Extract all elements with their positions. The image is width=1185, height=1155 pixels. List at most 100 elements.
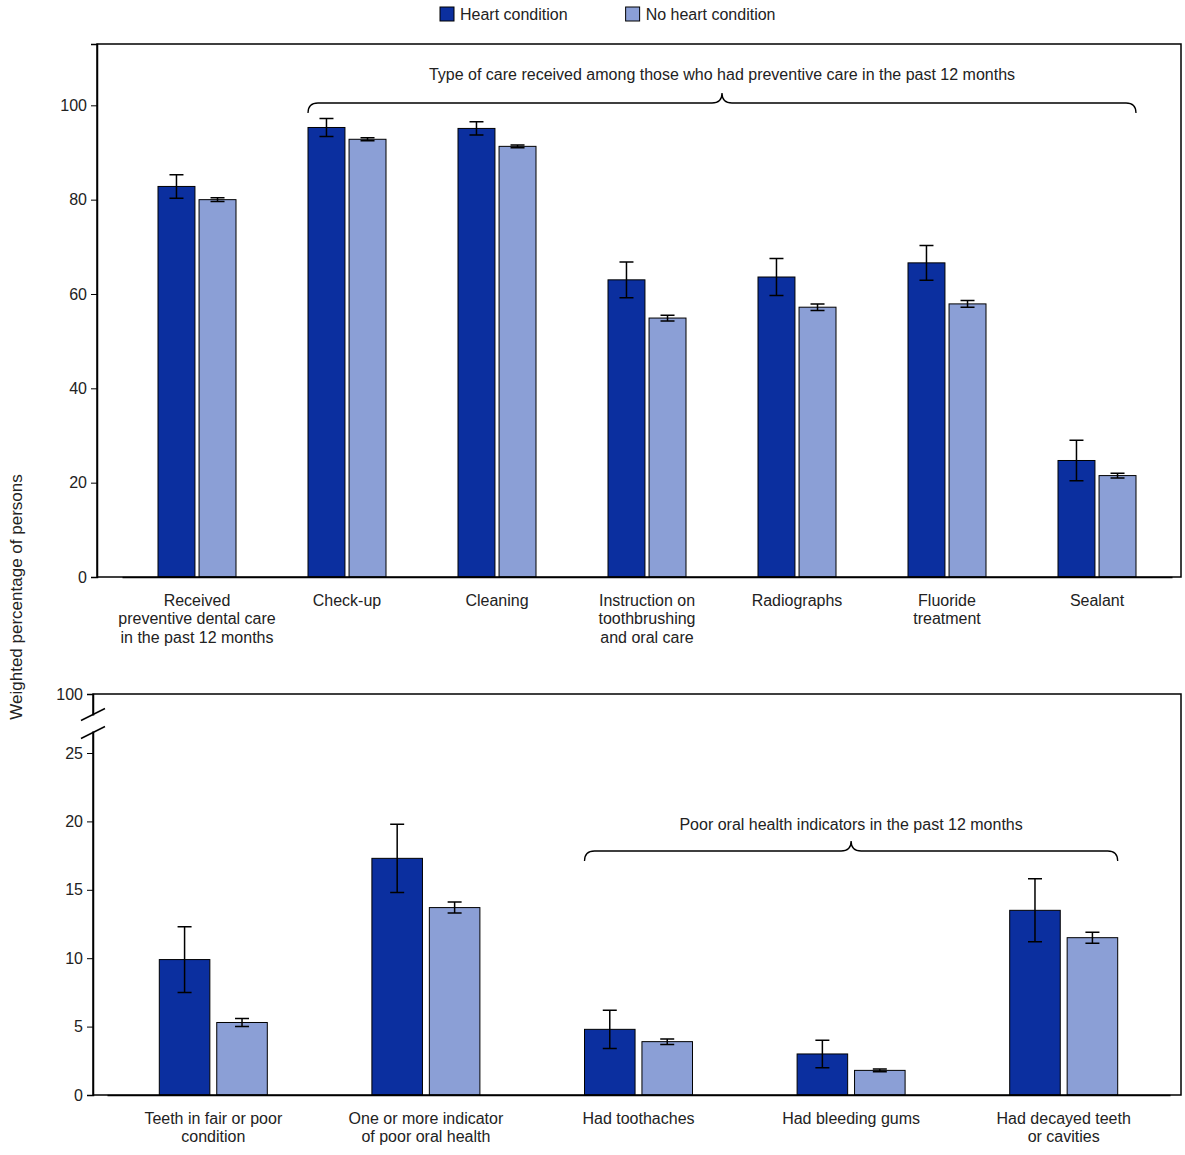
error-bar	[319, 119, 333, 137]
bar	[855, 1070, 906, 1095]
bar	[608, 280, 645, 577]
y-tick-label: 10	[65, 950, 83, 967]
y-tick-mark	[87, 890, 93, 891]
y-tick-label: 0	[74, 1087, 83, 1104]
y-tick-label: 15	[65, 881, 83, 898]
bar	[458, 128, 495, 577]
y-tick-label: 0	[78, 569, 87, 586]
y-tick: 20	[65, 813, 93, 830]
x-tick: Had toothaches	[582, 1095, 694, 1127]
error-bar	[1111, 473, 1125, 478]
x-tick: Radiographs	[752, 577, 843, 609]
x-tick-label: One or more indicatorof poor oral health	[349, 1110, 504, 1145]
x-tick-label: Check-up	[313, 592, 382, 609]
x-tick: Instruction ontoothbrushing and oral care	[599, 577, 696, 646]
x-tick-label-line: Received	[164, 592, 231, 609]
annotation: Type of care received among those who ha…	[429, 66, 1015, 83]
plot-frame	[97, 44, 1181, 577]
x-tick: Had bleeding gums	[782, 1095, 920, 1127]
y-axis-title: Weighted percentage of persons	[7, 474, 26, 719]
x-tick-label: Had decayed teethor cavities	[997, 1110, 1131, 1145]
bar	[499, 146, 536, 577]
error-bar	[361, 138, 375, 141]
axis-break	[81, 709, 105, 721]
error-bar	[619, 262, 633, 298]
x-tick-label-line: treatment	[913, 610, 981, 627]
x-tick: Had decayed teethor cavities	[997, 1095, 1131, 1145]
x-tick-label-line: toothbrushing	[599, 610, 696, 627]
bars	[158, 119, 1136, 577]
error-bar	[1069, 440, 1083, 481]
bar	[908, 263, 945, 577]
bar	[349, 139, 386, 577]
x-tick-label-line: and oral care	[600, 629, 693, 646]
x-tick: Sealant	[1070, 577, 1125, 609]
error-bar	[448, 902, 462, 913]
bars	[159, 824, 1117, 1095]
x-tick-label-line: Cleaning	[465, 592, 528, 609]
bar	[158, 186, 195, 577]
error-bar	[1085, 932, 1099, 943]
x-tick-label-line: Had decayed teeth	[997, 1110, 1131, 1127]
x-tick-label: Sealant	[1070, 592, 1125, 609]
x-tick-label-line: Instruction on	[599, 592, 695, 609]
error-bar	[811, 304, 825, 311]
x-axis: Receivedpreventive dental carein the pas…	[118, 577, 1172, 646]
y-tick: 100	[56, 686, 93, 703]
y-tick: 0	[74, 1087, 93, 1104]
error-bar	[211, 198, 225, 202]
y-tick-label: 40	[69, 380, 87, 397]
x-axis-line	[123, 577, 1173, 579]
x-tick-label-line: Had toothaches	[582, 1110, 694, 1127]
x-tick-label-line: or cavities	[1028, 1128, 1100, 1145]
x-tick: Check-up	[313, 577, 382, 609]
bar	[1067, 938, 1118, 1095]
y-tick-label: 20	[65, 813, 83, 830]
x-tick-label: Receivedpreventive dental carein the pas…	[118, 592, 276, 645]
y-tick: 5	[74, 1018, 93, 1035]
bar	[217, 1022, 268, 1095]
x-tick-label-line: One or more indicator	[349, 1110, 504, 1127]
y-tick: 20	[69, 474, 97, 491]
y-tick-label: 100	[56, 686, 83, 703]
x-tick: One or more indicatorof poor oral health	[349, 1095, 504, 1145]
plot-frame	[93, 694, 1181, 1095]
error-bar	[1028, 879, 1042, 942]
x-tick-label: Had toothaches	[582, 1110, 694, 1127]
y-tick-label: 20	[69, 474, 87, 491]
y-tick: 80	[69, 191, 97, 208]
x-axis: Teeth in fair or poorcondition One or mor…	[108, 1095, 1171, 1145]
x-tick-label: Cleaning	[465, 592, 528, 609]
x-tick-label-line: in the past 12 months	[121, 629, 274, 646]
x-tick-label-line: of poor oral health	[361, 1128, 490, 1145]
y-tick-mark	[87, 1027, 93, 1028]
y-tick-mark	[87, 753, 93, 754]
y-tick: 60	[69, 286, 97, 303]
legend-label: No heart condition	[646, 6, 776, 23]
x-tick-label-line: Had bleeding gums	[782, 1110, 920, 1127]
legend-swatch	[626, 7, 640, 21]
x-tick-label: Fluoridetreatment	[913, 592, 981, 627]
bar	[649, 318, 686, 577]
x-tick-label: Teeth in fair or poorcondition	[144, 1110, 283, 1145]
x-tick-label-line: Radiographs	[752, 592, 843, 609]
legend: Heart condition No heart condition	[440, 6, 775, 23]
error-bar	[961, 301, 975, 308]
bar	[1099, 476, 1136, 577]
y-tick-label: 25	[65, 745, 83, 762]
legend-label: Heart condition	[460, 6, 568, 23]
y-tick: 25	[65, 745, 93, 762]
y-tick-mark	[87, 1095, 93, 1096]
error-bar	[178, 927, 192, 993]
y-tick: 40	[69, 380, 97, 397]
chart-panel: 0 5 10 15 20 25 100 Teeth in fair or poorcondit…	[56, 686, 1181, 1146]
error-bar	[235, 1018, 249, 1026]
error-bar	[815, 1040, 829, 1067]
annotation-brace	[308, 93, 1136, 113]
x-tick-label-line: Fluoride	[918, 592, 976, 609]
axis-break	[81, 727, 105, 739]
y-tick: 10	[65, 950, 93, 967]
x-tick: Teeth in fair or poorcondition	[144, 1095, 283, 1145]
bar	[758, 277, 795, 577]
bar	[642, 1042, 693, 1095]
